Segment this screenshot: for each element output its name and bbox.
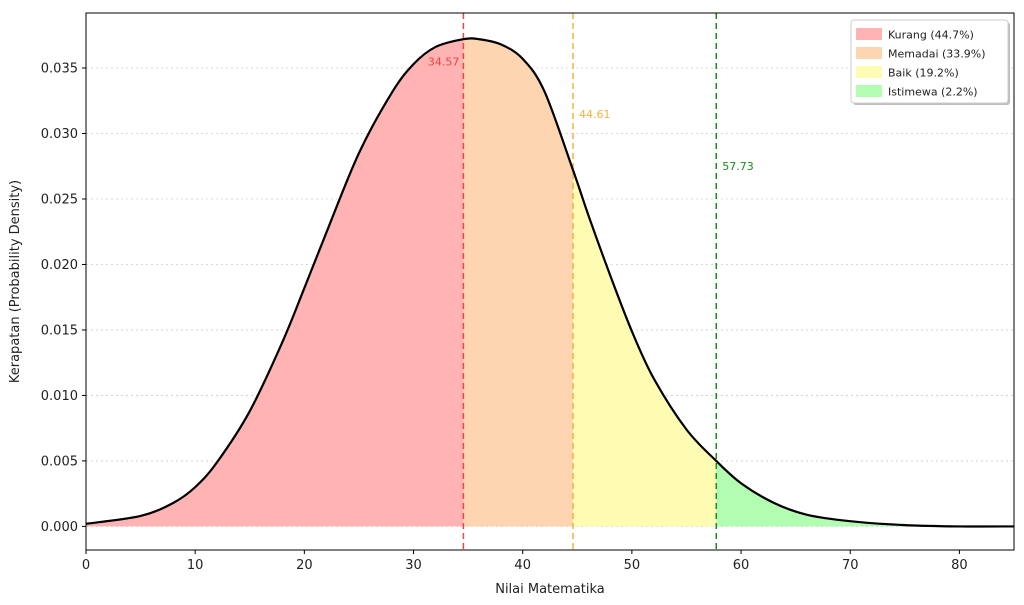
y-tick-label: 0.010: [41, 389, 78, 404]
y-tick-label: 0.000: [41, 520, 78, 535]
y-tick-label: 0.025: [41, 192, 78, 207]
legend-entry: Kurang (44.7%): [888, 29, 974, 42]
region-fills: [86, 38, 1014, 527]
x-axis-label: Nilai Matematika: [495, 582, 605, 597]
x-tick-label: 0: [82, 558, 90, 573]
region-fill: [716, 460, 1014, 527]
x-tick-label: 10: [187, 558, 204, 573]
legend-box: [850, 19, 1009, 104]
x-tick-label: 40: [514, 558, 531, 573]
threshold-lines: 34.57 44.61 57.73: [428, 13, 754, 550]
threshold-label: 34.57: [428, 55, 460, 68]
x-tick-label: 20: [296, 558, 313, 573]
axes-border: [85, 12, 1015, 551]
legend-swatch: [856, 28, 882, 40]
y-tick-label: 0.005: [41, 454, 78, 469]
region-fill: [573, 170, 717, 527]
x-tick-label: 80: [951, 558, 968, 573]
threshold-label: 57.73: [722, 160, 754, 173]
tick-marks: 0 10 20 30 40 50 60 70 80 0.000 0.005 0.010 0.015 0.0…: [41, 62, 968, 573]
density-curve: [85, 37, 1015, 528]
x-tick-label: 50: [624, 558, 641, 573]
region-fill: [463, 38, 574, 527]
y-axis-label: Kerapatan (Probability Density): [8, 180, 23, 383]
y-tick-label: 0.030: [41, 127, 78, 142]
threshold-label: 44.61: [579, 108, 611, 121]
axes-frame: [85, 12, 1015, 551]
legend-swatch: [856, 85, 882, 97]
y-tick-label: 0.035: [41, 62, 78, 77]
density-curve-layer: [85, 37, 1015, 528]
y-tick-label: 0.015: [41, 323, 78, 338]
x-tick-label: 60: [733, 558, 750, 573]
legend-entry: Memadai (33.9%): [888, 48, 986, 61]
legend-swatch: [856, 66, 882, 78]
region-fill: [86, 39, 464, 527]
x-tick-label: 70: [842, 558, 859, 573]
legend-swatch: [856, 47, 882, 59]
y-tick-label: 0.020: [41, 258, 78, 273]
x-tick-label: 30: [405, 558, 422, 573]
legend-entry: Istimewa (2.2%): [888, 86, 978, 99]
legend-entry: Baik (19.2%): [888, 67, 959, 80]
legend: Kurang (44.7%) Memadai (33.9%) Baik (19.2%…: [850, 19, 1010, 105]
